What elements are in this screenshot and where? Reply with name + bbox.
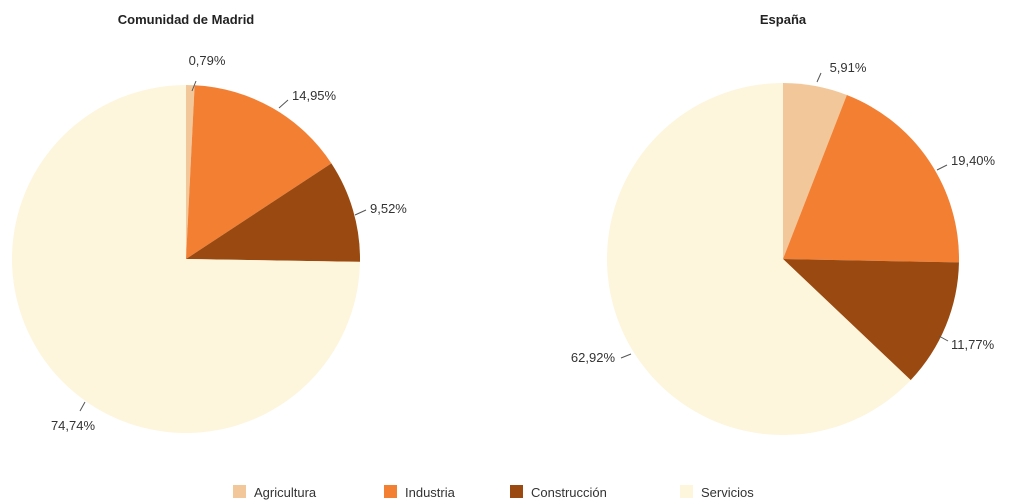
legend-swatch-industria [384,485,397,498]
data-label-madrid-construccion: 9,52% [370,201,407,216]
data-label-madrid-agricultura: 0,79% [189,53,226,68]
chart-title-espana: España [760,12,807,27]
leader-line-espana-construccion [938,335,949,342]
pie-slice-madrid-agricultura [186,84,195,259]
pie-slice-madrid-servicios [12,85,360,434]
data-label-madrid-servicios: 74,74% [51,418,96,433]
data-label-espana-industria: 19,40% [951,153,996,168]
legend-swatch-agricultura [233,485,246,498]
pie-slice-espana-agricultura [783,83,847,259]
data-label-madrid-industria: 14,95% [292,88,337,103]
leader-line-espana-industria [936,164,948,171]
leader-line-madrid-servicios [79,401,86,412]
legend-label-industria: Industria [405,485,456,500]
leader-line-madrid-agricultura [191,80,197,92]
pie-slice-espana-industria [783,95,960,263]
pie-slice-espana-construccion [783,259,959,381]
legend-swatch-servicios [680,485,693,498]
pies-group: 0,79% 14,95% 9,52% 74,74% 5,91% 19,40% 11,77% 6… [12,53,996,436]
pie-slice-madrid-industria [186,85,332,260]
legend-label-servicios: Servicios [701,485,754,500]
leader-line-madrid-construccion [354,209,367,216]
legend-swatch-construccion [510,485,523,498]
leader-line-espana-servicios [620,353,632,359]
legend: Agricultura Industria Construcción Servicio… [233,485,754,500]
pie-slice-madrid-construccion [186,163,361,262]
legend-label-construccion: Construcción [531,485,607,500]
chart-title-madrid: Comunidad de Madrid [118,12,255,27]
data-label-espana-servicios: 62,92% [571,350,616,365]
pie-slice-espana-servicios [606,83,911,436]
leader-line-madrid-industria [278,99,289,109]
data-label-espana-construccion: 11,77% [951,337,995,352]
legend-label-agricultura: Agricultura [254,485,317,500]
data-label-espana-agricultura: 5,91% [830,60,867,75]
leader-line-espana-agricultura [816,72,822,83]
